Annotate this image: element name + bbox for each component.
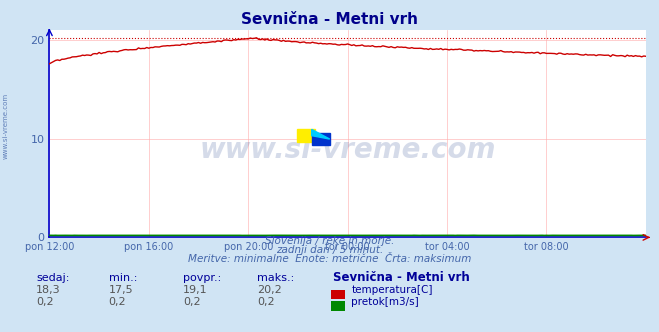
Text: zadnji dan / 5 minut.: zadnji dan / 5 minut. (276, 245, 383, 255)
Text: 0,2: 0,2 (36, 297, 54, 307)
Text: Sevnična - Metni vrh: Sevnična - Metni vrh (241, 12, 418, 27)
Text: 0,2: 0,2 (183, 297, 201, 307)
Text: www.si-vreme.com: www.si-vreme.com (2, 93, 9, 159)
Text: min.:: min.: (109, 273, 137, 283)
Text: 0,2: 0,2 (257, 297, 275, 307)
Text: maks.:: maks.: (257, 273, 295, 283)
Text: 17,5: 17,5 (109, 285, 133, 295)
Polygon shape (312, 129, 330, 139)
Text: Sevnična - Metni vrh: Sevnična - Metni vrh (333, 271, 470, 284)
Bar (297, 129, 315, 142)
Text: temperatura[C]: temperatura[C] (351, 285, 433, 295)
Bar (312, 133, 330, 145)
Text: povpr.:: povpr.: (183, 273, 221, 283)
Text: 19,1: 19,1 (183, 285, 208, 295)
Text: Slovenija / reke in morje.: Slovenija / reke in morje. (265, 236, 394, 246)
Text: www.si-vreme.com: www.si-vreme.com (200, 136, 496, 164)
Text: 18,3: 18,3 (36, 285, 61, 295)
Text: Meritve: minimalne  Enote: metrične  Črta: maksimum: Meritve: minimalne Enote: metrične Črta:… (188, 254, 471, 264)
Text: sedaj:: sedaj: (36, 273, 70, 283)
Text: pretok[m3/s]: pretok[m3/s] (351, 297, 419, 307)
Text: 0,2: 0,2 (109, 297, 127, 307)
Text: 20,2: 20,2 (257, 285, 282, 295)
